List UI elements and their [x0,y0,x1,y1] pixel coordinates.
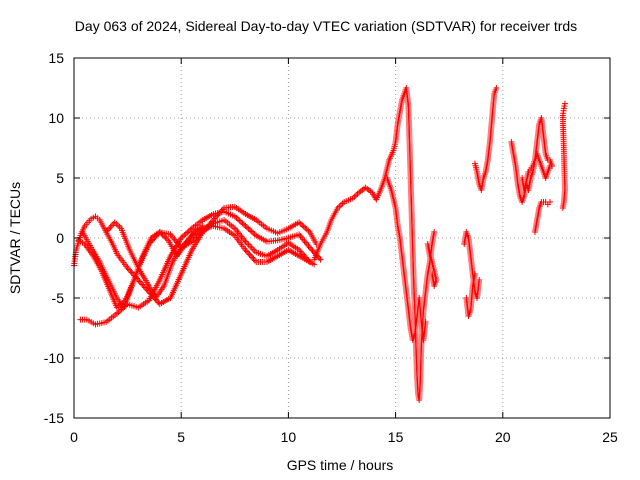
data-point [127,268,134,274]
data-point [476,277,483,283]
data-point [250,246,257,253]
series-trace-g2 [463,271,478,319]
data-point [184,229,191,236]
series-trace-k [559,100,568,211]
data-point [546,163,553,169]
x-tick-label: 5 [177,429,185,445]
x-tick-label: 0 [70,429,78,445]
data-point [239,220,246,227]
data-point [199,223,206,229]
x-tick-label: 15 [388,429,404,445]
data-point [303,226,310,233]
data-point [248,228,255,235]
data-point [422,319,429,325]
data-point [250,229,257,236]
data-point [244,240,251,247]
x-tick-label: 10 [281,429,297,445]
data-points [71,85,568,403]
series-trace-spike [384,175,429,343]
data-point [309,247,316,254]
series-trace-e [75,223,206,311]
axis-ticks [73,57,611,419]
data-point [242,223,249,229]
data-point [546,199,553,205]
series-trace-d [103,219,318,301]
data-point [162,234,169,241]
data-point [302,224,309,231]
data-point [249,254,256,261]
data-point [248,244,255,251]
data-point [237,218,244,225]
data-point [115,309,122,316]
y-tick-label: 10 [48,110,64,126]
data-point [297,220,304,227]
data-point [471,271,478,277]
y-axis-title: SDTVAR / TECUs [7,182,23,294]
x-tick-labels: 0 5 10 15 20 25 [70,429,618,445]
data-point [493,85,500,91]
data-point [240,221,247,228]
data-point [128,269,135,276]
series-trace-j [531,199,553,235]
series-trace-b [77,208,324,328]
data-point [158,230,165,237]
data-point [300,223,307,230]
data-point [125,266,132,273]
data-point [561,100,568,107]
data-point [136,278,143,285]
chart-title: Day 063 of 2024, Sidereal Day-to-day VTE… [75,18,577,34]
x-tick-label: 20 [495,429,511,445]
data-point [431,229,438,235]
y-tick-label: -5 [52,290,65,306]
data-point [181,232,188,239]
data-point [234,216,241,223]
series-trace-h [471,85,500,193]
data-point [116,307,123,314]
data-point [250,256,257,262]
y-tick-label: 0 [56,230,64,246]
y-tick-label: -10 [44,350,64,366]
data-point [245,225,252,232]
data-point [182,230,189,237]
series-trace-main [311,85,438,403]
y-tick-label: -15 [44,410,64,426]
data-point [247,243,254,250]
data-point [305,227,312,234]
data-point [247,227,254,234]
x-tick-label: 25 [602,429,618,445]
data-point [251,257,258,264]
data-point [317,256,324,263]
x-axis-title: GPS time / hours [287,457,394,473]
data-point [159,231,166,238]
y-tick-labels: -15 -10 -5 0 5 10 15 [44,50,64,426]
data-point [245,250,252,256]
series-trace-l [519,151,553,193]
data-point [426,253,433,259]
data-point [179,233,186,240]
y-tick-label: 5 [56,170,64,186]
data-point [243,248,250,255]
grid-lines [74,58,610,418]
data-point [236,217,243,224]
data-point [308,246,315,253]
data-point [245,241,252,248]
data-point [161,233,168,240]
data-point [246,251,253,258]
y-tick-label: 15 [48,50,64,66]
series-trace-m [424,241,440,289]
series-trace-i [508,115,556,205]
data-point [247,253,254,259]
data-point [244,224,251,231]
data-point [163,236,170,242]
data-point [156,229,163,235]
